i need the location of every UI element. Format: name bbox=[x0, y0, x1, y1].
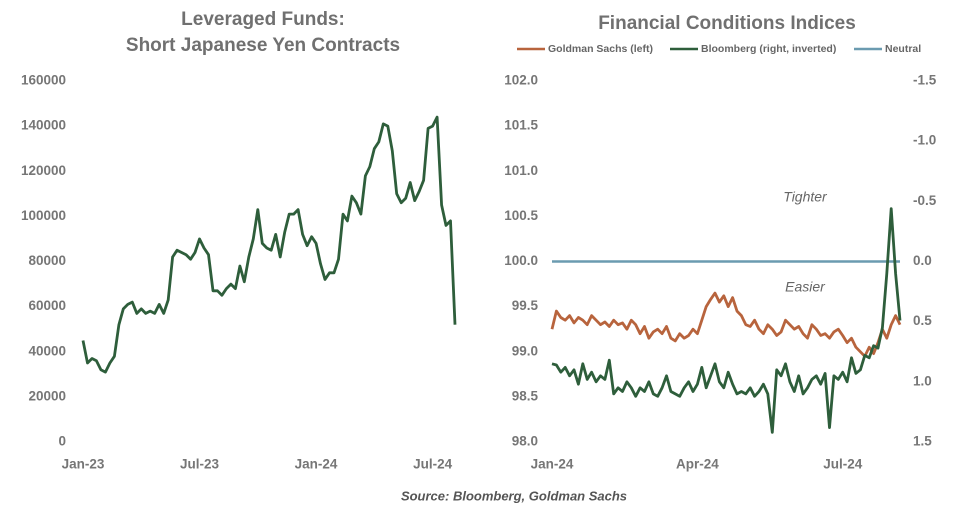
y-tick-label: 100.0 bbox=[504, 253, 538, 268]
y2-tick-label: 0.5 bbox=[913, 313, 932, 328]
y-tick-label: 99.5 bbox=[512, 298, 539, 313]
legend-label: Neutral bbox=[885, 43, 921, 55]
source: Source: Bloomberg, Goldman Sachs bbox=[401, 488, 627, 503]
y-tick-label: 100000 bbox=[21, 208, 66, 223]
y-tick-label: 20000 bbox=[28, 388, 66, 403]
x-tick-label: Jul-23 bbox=[180, 457, 220, 472]
legend-label: Bloomberg (right, inverted) bbox=[701, 43, 836, 55]
chart-title: Leveraged Funds: bbox=[181, 9, 345, 30]
y-tick-label: 101.5 bbox=[504, 118, 538, 133]
series-line bbox=[550, 291, 902, 358]
x-tick-label: Jul-24 bbox=[413, 457, 453, 472]
legend-label: Goldman Sachs (left) bbox=[548, 43, 653, 55]
x-tick-label: Jan-24 bbox=[531, 457, 574, 472]
series-line bbox=[551, 207, 902, 434]
y-tick-label: 100.5 bbox=[504, 208, 538, 223]
y-tick-label: 102.0 bbox=[504, 73, 538, 88]
y-tick-label: 80000 bbox=[28, 253, 66, 268]
y-tick-label: 140000 bbox=[21, 118, 66, 133]
series-line bbox=[81, 115, 457, 374]
y2-tick-label: -1.0 bbox=[913, 133, 936, 148]
y-tick-label: 120000 bbox=[21, 163, 66, 178]
y-tick-label: 40000 bbox=[28, 343, 66, 358]
y2-tick-label: 1.5 bbox=[913, 434, 932, 449]
annotation: Tighter bbox=[783, 189, 828, 205]
x-tick-label: Apr-24 bbox=[676, 457, 719, 472]
y-tick-label: 98.5 bbox=[512, 388, 539, 403]
annotation: Easier bbox=[785, 279, 826, 295]
y-tick-label: 160000 bbox=[21, 73, 66, 88]
y2-tick-label: -1.5 bbox=[913, 73, 937, 88]
y-tick-label: 60000 bbox=[28, 298, 66, 313]
chart-title: Short Japanese Yen Contracts bbox=[126, 35, 400, 56]
y-tick-label: 98.0 bbox=[512, 434, 538, 449]
chart-title: Financial Conditions Indices bbox=[598, 13, 856, 34]
x-tick-label: Jan-23 bbox=[62, 457, 105, 472]
y2-tick-label: 0.0 bbox=[913, 253, 932, 268]
y2-tick-label: -0.5 bbox=[913, 193, 937, 208]
y-tick-label: 99.0 bbox=[512, 343, 538, 358]
x-tick-label: Jul-24 bbox=[823, 457, 863, 472]
y-tick-label: 101.0 bbox=[504, 163, 538, 178]
x-tick-label: Jan-24 bbox=[295, 457, 338, 472]
y2-tick-label: 1.0 bbox=[913, 373, 932, 388]
y-tick-label: 0 bbox=[58, 434, 66, 449]
